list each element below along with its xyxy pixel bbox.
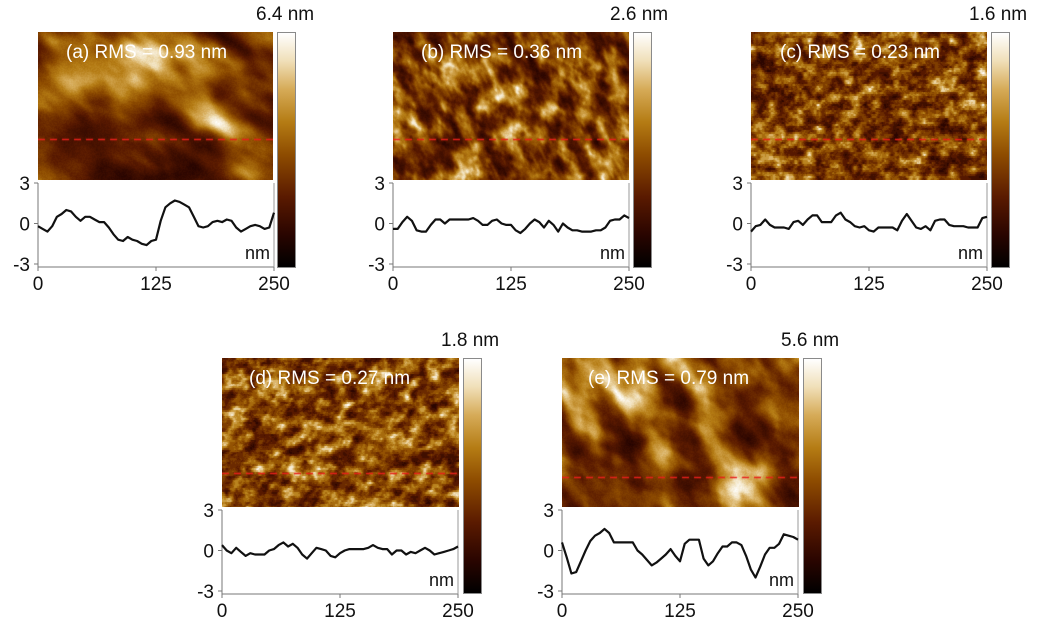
x-unit-label: nm bbox=[600, 243, 625, 263]
afm-image-a bbox=[38, 32, 273, 180]
afm-image-e bbox=[562, 358, 799, 507]
colorbar-e bbox=[803, 358, 822, 594]
x-tick-label: 250 bbox=[971, 274, 1003, 295]
colorbar-max-label-c: 1.6 nm bbox=[969, 4, 1028, 25]
y-tick-label: -3 bbox=[537, 582, 554, 603]
colorbar-d bbox=[463, 358, 482, 594]
colorbar-c bbox=[991, 32, 1010, 268]
rms-label-d: (d) RMS = 0.27 nm bbox=[249, 368, 411, 389]
x-tick-label: 250 bbox=[258, 274, 290, 295]
colorbar-a bbox=[277, 32, 296, 268]
x-tick-label: 0 bbox=[33, 274, 44, 295]
y-tick-label: 0 bbox=[19, 215, 30, 236]
y-tick-label: -3 bbox=[368, 255, 385, 276]
y-tick-label: 0 bbox=[543, 542, 554, 563]
x-tick-label: 125 bbox=[324, 601, 356, 622]
height-profile-line bbox=[221, 541, 459, 560]
y-tick-label: -3 bbox=[13, 255, 30, 276]
x-unit-label: nm bbox=[429, 570, 454, 590]
height-profile-line bbox=[393, 214, 630, 235]
x-tick-label: 125 bbox=[140, 274, 172, 295]
y-tick-label: -3 bbox=[197, 582, 214, 603]
x-tick-label: 0 bbox=[388, 274, 399, 295]
rms-label-a: (a) RMS = 0.93 nm bbox=[66, 42, 228, 63]
height-profile-line bbox=[750, 211, 988, 233]
x-tick-label: 125 bbox=[664, 601, 696, 622]
x-tick-label: 0 bbox=[557, 601, 568, 622]
x-tick-label: 250 bbox=[782, 601, 814, 622]
rms-label-b: (b) RMS = 0.36 nm bbox=[421, 42, 583, 63]
y-tick-label: 3 bbox=[732, 174, 743, 195]
afm-image-b bbox=[393, 32, 629, 180]
height-profile-line bbox=[37, 199, 276, 247]
x-tick-label: 250 bbox=[442, 601, 474, 622]
x-unit-label: nm bbox=[958, 243, 983, 263]
x-tick-label: 0 bbox=[217, 601, 228, 622]
y-tick-label: 3 bbox=[374, 174, 385, 195]
x-unit-label: nm bbox=[245, 243, 270, 263]
colorbar-b bbox=[633, 32, 652, 268]
colorbar-max-label-b: 2.6 nm bbox=[610, 4, 669, 25]
y-tick-label: 3 bbox=[19, 174, 30, 195]
x-tick-label: 125 bbox=[853, 274, 885, 295]
y-tick-label: 3 bbox=[203, 501, 214, 522]
colorbar-max-label-d: 1.8 nm bbox=[441, 330, 500, 351]
rms-label-c: (c) RMS = 0.23 nm bbox=[780, 42, 940, 63]
x-unit-label: nm bbox=[769, 570, 794, 590]
colorbar-max-label-e: 5.6 nm bbox=[781, 330, 840, 351]
x-tick-label: 0 bbox=[746, 274, 757, 295]
height-profile-line bbox=[560, 527, 799, 579]
x-tick-label: 125 bbox=[495, 274, 527, 295]
y-tick-label: -3 bbox=[726, 255, 743, 276]
colorbar-max-label-a: 6.4 nm bbox=[256, 4, 315, 25]
y-tick-label: 0 bbox=[203, 542, 214, 563]
y-tick-label: 0 bbox=[374, 215, 385, 236]
afm-image-c bbox=[751, 32, 987, 180]
y-tick-label: 3 bbox=[543, 501, 554, 522]
rms-label-e: (e) RMS = 0.79 nm bbox=[588, 368, 750, 389]
y-tick-label: 0 bbox=[732, 215, 743, 236]
afm-image-d bbox=[222, 358, 459, 507]
x-tick-label: 250 bbox=[613, 274, 645, 295]
